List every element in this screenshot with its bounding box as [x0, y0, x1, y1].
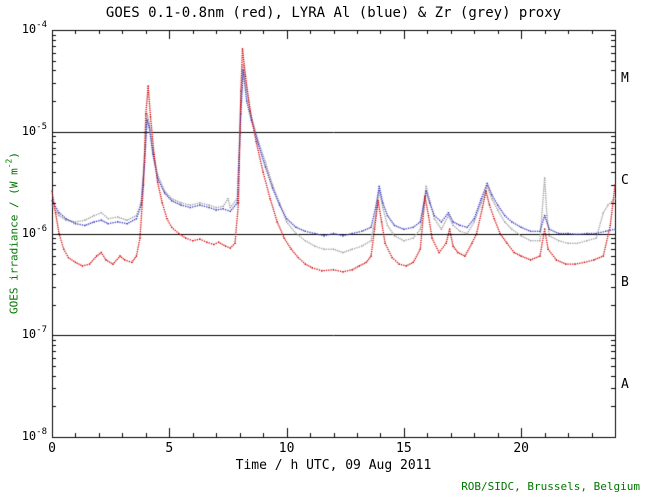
y-axis-title-text: GOES irradiance / (W m	[7, 168, 21, 314]
flare-class-label: B	[621, 274, 629, 290]
x-tick-label: 10	[278, 441, 295, 456]
flare-class-label: M	[621, 71, 629, 87]
x-tick-label: 20	[513, 441, 529, 456]
y-tick-label: 10-4	[21, 20, 47, 36]
chart-title: GOES 0.1-0.8nm (red), LYRA Al (blue) & Z…	[105, 5, 562, 21]
x-axis-title: Time / h UTC, 09 Aug 2011	[235, 458, 432, 473]
y-tick-label: 10-5	[21, 121, 47, 138]
flare-class-label: A	[621, 376, 629, 392]
y-tick-label: 10-8	[21, 427, 47, 443]
x-tick-label: 0	[48, 441, 56, 456]
x-tick-label: 15	[396, 441, 412, 456]
credit-text: ROB/SIDC, Brussels, Belgium	[461, 480, 640, 493]
y-tick-label: 10-6	[21, 223, 47, 240]
y-axis-title-exponent: -2	[4, 158, 14, 169]
y-axis-title-close: )	[7, 152, 21, 159]
x-tick-label: 5	[165, 441, 174, 456]
flare-class-label: C	[621, 173, 629, 189]
y-tick-label: 10-7	[21, 325, 47, 342]
